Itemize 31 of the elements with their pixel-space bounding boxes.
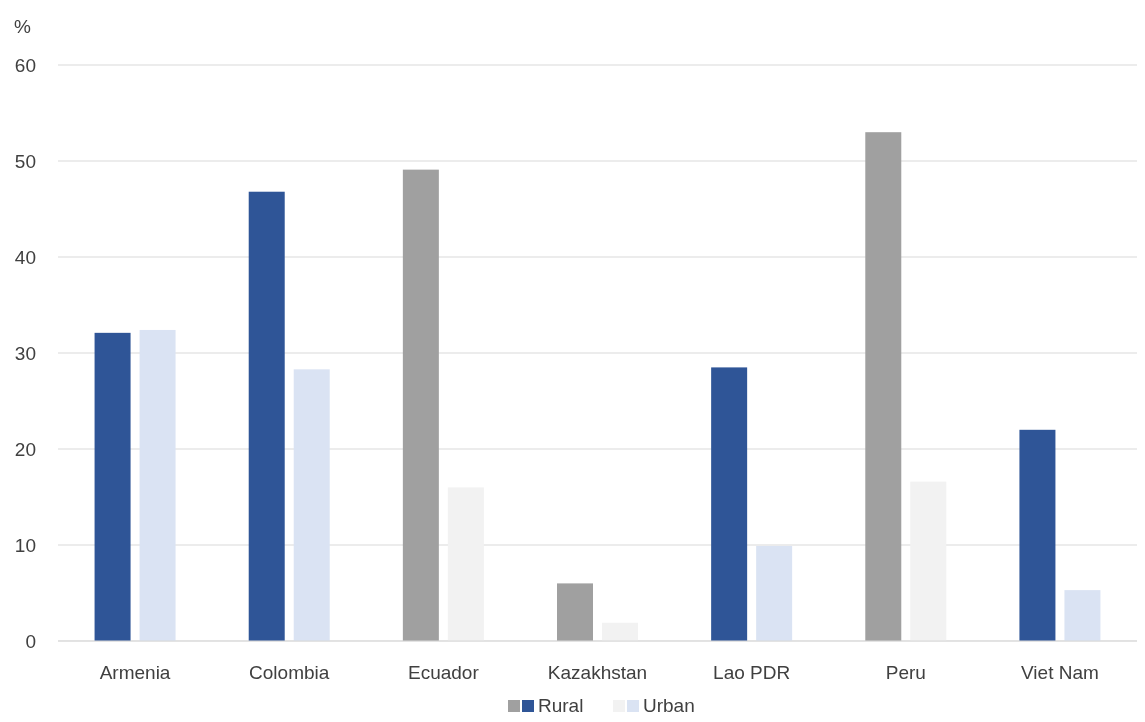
bar bbox=[447, 487, 484, 641]
y-tick-label: 40 bbox=[14, 246, 36, 268]
x-tick-label: Colombia bbox=[249, 662, 330, 683]
bar bbox=[1019, 429, 1056, 641]
bar bbox=[865, 132, 902, 641]
x-tick-label: Viet Nam bbox=[1021, 662, 1099, 683]
legend-label: Urban bbox=[643, 695, 695, 716]
x-tick-label: Armenia bbox=[99, 662, 171, 683]
bar bbox=[711, 367, 748, 641]
y-axis-title: % bbox=[14, 16, 31, 37]
y-tick-label: 0 bbox=[25, 630, 36, 652]
x-tick-label: Peru bbox=[885, 662, 926, 683]
x-tick-label: Kazakhstan bbox=[547, 662, 648, 683]
x-tick-label: Lao PDR bbox=[713, 662, 791, 683]
bar bbox=[139, 329, 176, 641]
bar bbox=[402, 169, 439, 641]
bar bbox=[910, 481, 947, 641]
y-tick-label: 60 bbox=[14, 54, 36, 76]
bar bbox=[293, 369, 330, 641]
bar bbox=[94, 332, 131, 641]
y-tick-label: 30 bbox=[14, 342, 36, 364]
x-tick-label: Ecuador bbox=[407, 662, 480, 683]
bar bbox=[756, 545, 793, 641]
y-tick-label: 50 bbox=[14, 150, 36, 172]
legend-label: Rural bbox=[538, 695, 584, 716]
y-tick-label: 20 bbox=[14, 438, 36, 460]
bar bbox=[1064, 590, 1101, 641]
bar bbox=[602, 622, 638, 641]
y-tick-label: 10 bbox=[14, 534, 36, 556]
bar bbox=[557, 583, 593, 641]
bar bbox=[248, 191, 285, 641]
